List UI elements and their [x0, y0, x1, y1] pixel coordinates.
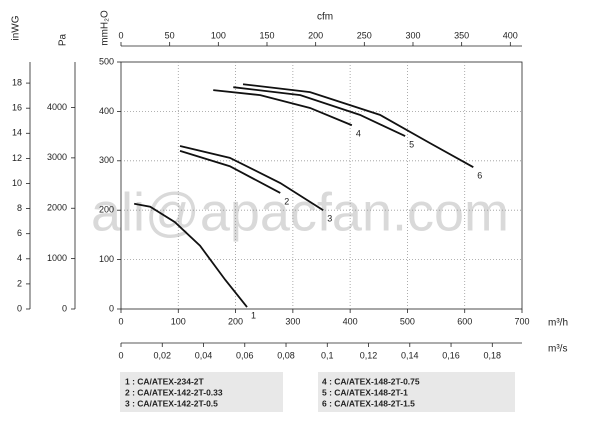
y3-tick-label: 18 — [12, 77, 22, 87]
x2-tick-label: 300 — [405, 30, 420, 40]
legend-label: 6 : CA/ATEX-148-2T-1.5 — [322, 398, 415, 408]
y-tick-label: 200 — [99, 205, 114, 215]
curve-label: 4 — [356, 129, 361, 139]
y2-tick-label: 1000 — [47, 253, 67, 263]
x2-tick-label: 200 — [308, 30, 323, 40]
curve — [179, 145, 324, 211]
y-tick-label: 400 — [99, 106, 114, 116]
x-tick-label: 400 — [343, 316, 358, 326]
y3-tick-label: 16 — [12, 103, 22, 113]
y3-tick-label: 10 — [12, 178, 22, 188]
watermark: ali@apacfan.com — [91, 182, 509, 242]
legend-label: 2 : CA/ATEX-142-2T-0.33 — [125, 387, 223, 397]
y2-axis-title: Pa — [58, 33, 69, 46]
y-tick-label: 0 — [109, 303, 114, 313]
y3-tick-label: 0 — [17, 303, 22, 313]
x2-tick-label: 400 — [503, 30, 518, 40]
y3-tick-label: 6 — [17, 228, 22, 238]
y2-tick-label: 3000 — [47, 152, 67, 162]
x2-tick-label: 150 — [259, 30, 274, 40]
x2-axis-title: cfm — [317, 12, 333, 23]
x3-tick-label: 0,04 — [195, 350, 213, 360]
x-tick-label: 0 — [118, 316, 123, 326]
x3-tick-label: 0,18 — [484, 350, 502, 360]
curve — [179, 150, 281, 194]
legend-label: 5 : CA/ATEX-148-2T-1 — [322, 387, 408, 397]
y2-tick-label: 2000 — [47, 203, 67, 213]
y-tick-label: 500 — [99, 56, 114, 66]
legend-label: 3 : CA/ATEX-142-2T-0.5 — [125, 398, 218, 408]
x2-tick-label: 100 — [211, 30, 226, 40]
plot-frame — [120, 61, 523, 310]
x3-tick-label: 0,1 — [321, 350, 334, 360]
x3-tick-label: 0,08 — [277, 350, 295, 360]
curve-label: 5 — [409, 139, 414, 149]
curve-label: 2 — [284, 196, 289, 206]
y-axis-title: mmH₂O — [100, 10, 111, 46]
legend-box — [120, 372, 283, 412]
y3-tick-label: 14 — [12, 128, 22, 138]
x-tick-label: 700 — [514, 316, 529, 326]
curve-label: 3 — [327, 214, 332, 224]
y2-tick-label: 0 — [62, 303, 67, 313]
x-tick-label: 300 — [285, 316, 300, 326]
x3-tick-label: 0,02 — [153, 350, 171, 360]
y2-tick-label: 4000 — [47, 102, 67, 112]
x3-tick-label: 0,16 — [442, 350, 460, 360]
y3-tick-label: 8 — [17, 203, 22, 213]
y3-axis-title: inWG — [11, 15, 22, 40]
x3-tick-label: 0,12 — [360, 350, 378, 360]
y3-tick-label: 4 — [17, 253, 22, 263]
x-axis-title: m³/h — [548, 318, 568, 329]
x-tick-label: 600 — [457, 316, 472, 326]
x2-tick-label: 0 — [118, 30, 123, 40]
curve-label: 6 — [477, 171, 482, 181]
x2-tick-label: 50 — [165, 30, 175, 40]
legend-box — [318, 372, 515, 412]
curve — [233, 86, 406, 137]
x3-axis-title: m³/s — [548, 344, 567, 355]
curve — [213, 89, 353, 127]
x2-tick-label: 250 — [357, 30, 372, 40]
curve — [134, 202, 248, 308]
x-tick-label: 100 — [171, 316, 186, 326]
legend-label: 1 : CA/ATEX-234-2T — [125, 376, 205, 386]
y-tick-label: 100 — [99, 254, 114, 264]
legend-label: 4 : CA/ATEX-148-2T-0.75 — [322, 376, 420, 386]
x3-tick-label: 0,14 — [401, 350, 419, 360]
y3-tick-label: 2 — [17, 278, 22, 288]
x3-tick-label: 0 — [118, 350, 123, 360]
x2-tick-label: 350 — [454, 30, 469, 40]
y-tick-label: 300 — [99, 155, 114, 165]
curve-label: 1 — [251, 310, 256, 320]
y3-tick-label: 12 — [12, 153, 22, 163]
x-tick-label: 500 — [400, 316, 415, 326]
curve — [242, 83, 474, 169]
x-tick-label: 200 — [228, 316, 243, 326]
x3-tick-label: 0,06 — [236, 350, 254, 360]
